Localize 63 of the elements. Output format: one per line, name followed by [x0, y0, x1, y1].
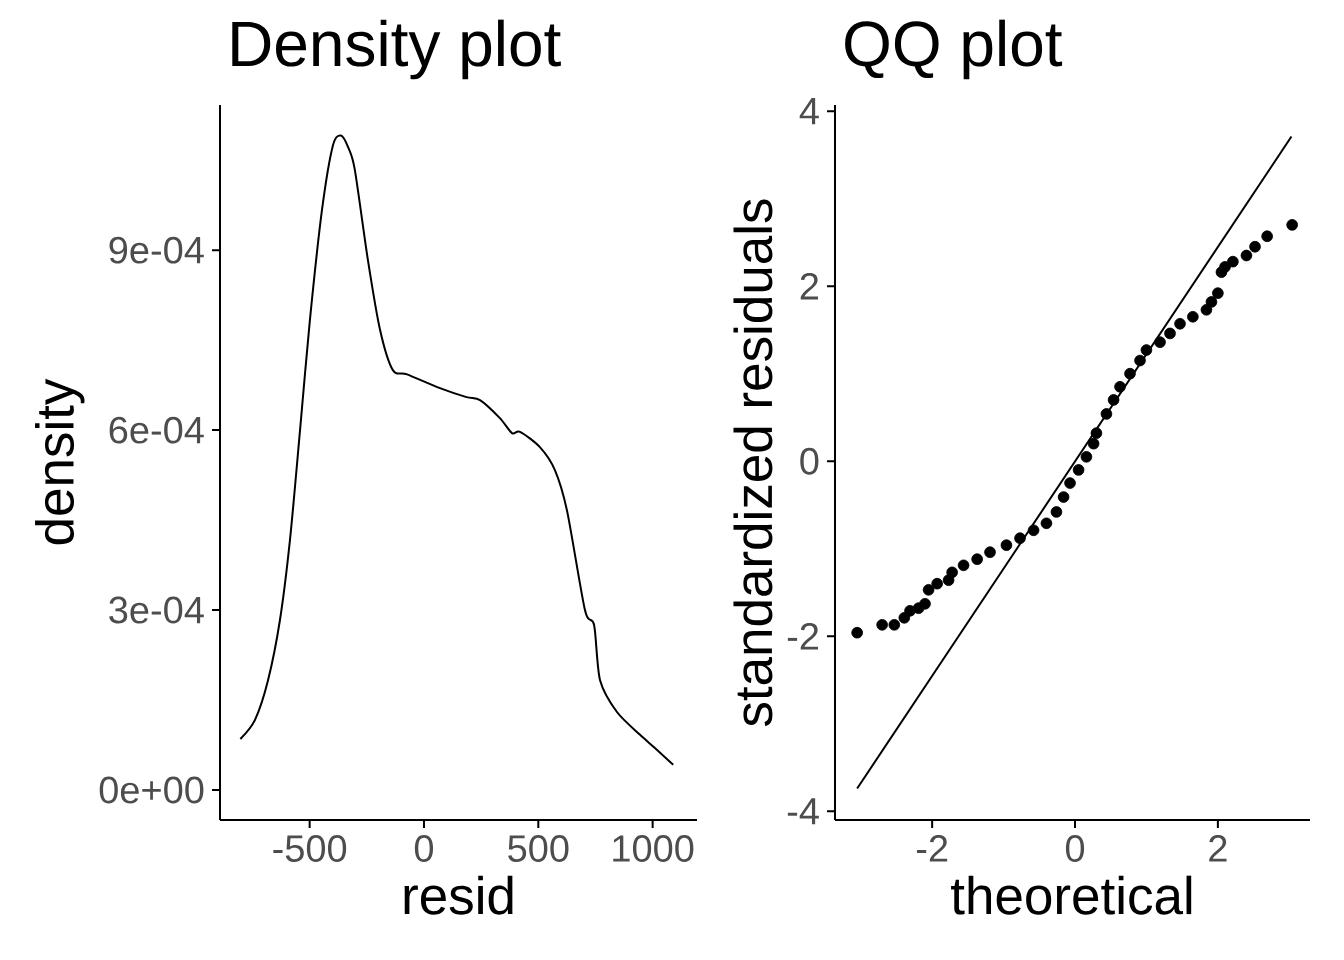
point — [1014, 532, 1026, 544]
x-tick-label: -2 — [916, 835, 948, 862]
point — [1134, 354, 1146, 367]
point — [1261, 230, 1273, 243]
point — [1000, 539, 1013, 551]
point — [919, 598, 931, 610]
point — [1100, 408, 1113, 420]
point — [1187, 310, 1199, 323]
point — [1140, 344, 1153, 356]
point — [1154, 336, 1166, 348]
y-tick-label: -2 — [787, 622, 819, 650]
point — [1090, 427, 1103, 439]
point — [1286, 219, 1298, 231]
point — [1240, 249, 1253, 262]
point — [888, 619, 901, 631]
point — [1050, 506, 1063, 518]
point — [1087, 437, 1100, 450]
point — [1107, 394, 1120, 406]
point — [1040, 517, 1053, 530]
point — [1249, 240, 1261, 253]
x-axis-title: resid — [404, 875, 513, 915]
point — [1114, 381, 1126, 393]
point — [1057, 491, 1070, 503]
chart-title: Density plot — [232, 19, 561, 80]
y-tick-label: 0 — [800, 447, 819, 475]
point — [971, 553, 983, 566]
y-tick-label: 0e+00 — [99, 776, 204, 804]
point — [957, 559, 970, 572]
point — [1205, 296, 1218, 308]
point — [922, 584, 935, 596]
point — [931, 577, 943, 590]
y-tick-label: 6e-04 — [109, 416, 204, 444]
point — [904, 605, 916, 617]
y-axis-title: density — [35, 378, 85, 545]
point — [1027, 524, 1040, 537]
point — [1164, 327, 1176, 340]
point — [1080, 451, 1093, 463]
x-tick-label: 0 — [414, 835, 434, 862]
point — [1124, 367, 1136, 380]
line-series — [239, 134, 675, 766]
x-tick-label: 0 — [1065, 835, 1085, 862]
y-tick-label: 3e-04 — [109, 596, 204, 624]
x-tick-label: 1000 — [613, 835, 694, 862]
point — [876, 619, 888, 631]
y-axis-title: standardized residuals — [733, 199, 773, 727]
x-tick-label: 500 — [508, 835, 569, 862]
point — [851, 626, 863, 639]
y-tick-label: 2 — [800, 272, 819, 300]
x-axis-title: theoretical — [951, 875, 1192, 915]
point — [984, 546, 996, 558]
point — [1219, 261, 1231, 273]
x-tick-label: 2 — [1209, 835, 1227, 862]
y-tick-label: 9e-04 — [109, 236, 204, 264]
point — [946, 566, 958, 579]
y-tick-label: -4 — [787, 798, 819, 825]
point — [1174, 317, 1186, 330]
point — [1212, 287, 1224, 299]
x-tick-label: -500 — [273, 835, 347, 862]
point — [1064, 477, 1076, 489]
chart-title: QQ plot — [845, 19, 1063, 80]
point — [1227, 255, 1239, 268]
point — [1072, 464, 1085, 476]
y-tick-label: 4 — [799, 98, 819, 125]
